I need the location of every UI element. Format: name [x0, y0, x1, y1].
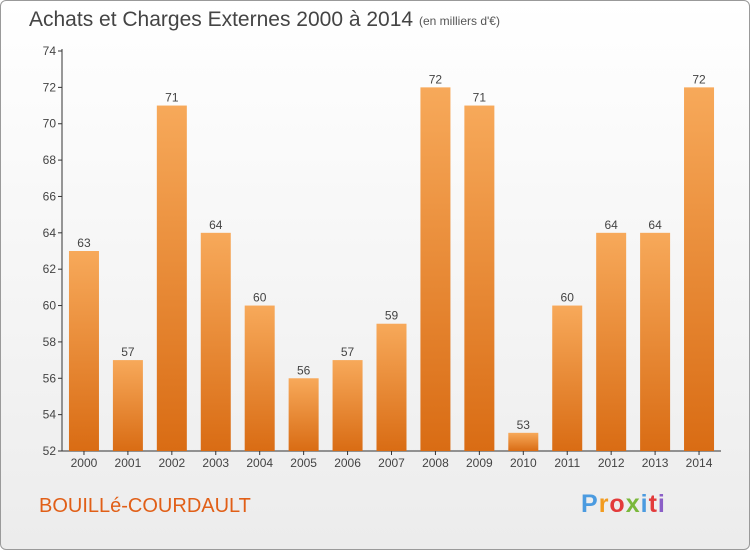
bar: [156, 105, 187, 451]
bar-value-label: 60: [561, 291, 575, 305]
bar-value-label: 71: [165, 91, 179, 105]
bar-value-label: 64: [648, 218, 662, 232]
y-tick-label: 66: [43, 189, 57, 203]
bar: [552, 305, 583, 451]
logo-letter: r: [598, 490, 610, 518]
bar: [200, 232, 231, 451]
bar-value-label: 72: [692, 72, 706, 86]
bar: [420, 87, 451, 451]
y-tick-label: 58: [43, 335, 57, 349]
x-tick-label: 2002: [158, 456, 185, 470]
bar: [112, 360, 143, 451]
x-tick-label: 2009: [466, 456, 493, 470]
x-tick-label: 2014: [686, 456, 713, 470]
logo-letter: P: [581, 490, 599, 518]
bar: [332, 360, 363, 451]
bar-value-label: 57: [341, 345, 355, 359]
y-tick-label: 74: [43, 44, 57, 58]
bar: [244, 305, 275, 451]
bar-value-label: 60: [253, 291, 267, 305]
chart-bars: [68, 87, 715, 451]
y-tick-label: 56: [43, 371, 57, 385]
logo-letter: i: [640, 490, 649, 518]
bar: [596, 232, 627, 451]
x-tick-label: 2011: [554, 456, 580, 470]
bar: [640, 232, 671, 451]
x-tick-label: 2006: [334, 456, 361, 470]
bar: [68, 251, 99, 451]
proxiti-logo[interactable]: Proxiti: [581, 490, 666, 519]
logo-letter: i: [657, 490, 666, 518]
y-tick-label: 64: [43, 226, 57, 240]
x-tick-label: 2008: [422, 456, 449, 470]
y-tick-label: 52: [43, 444, 57, 458]
chart-unit: (en milliers d'€): [419, 14, 500, 28]
bar-value-label: 63: [77, 236, 91, 250]
chart-labels: 2000 63 2001 57 2002 71 2003 64 2004 60 2005 56 2006…: [71, 72, 713, 470]
logo-letter: o: [609, 490, 626, 518]
y-tick-label: 60: [43, 299, 57, 313]
bar: [464, 105, 495, 451]
x-tick-label: 2000: [71, 456, 98, 470]
logo-letter: x: [625, 490, 641, 518]
bar-value-label: 71: [473, 91, 487, 105]
bar-value-label: 64: [604, 218, 618, 232]
chart-title: Achats et Charges Externes 2000 à 2014: [29, 8, 414, 31]
y-tick-label: 72: [43, 80, 57, 94]
x-tick-label: 2013: [642, 456, 669, 470]
y-tick-label: 70: [43, 117, 57, 131]
commune-name: BOUILLé-COURDAULT: [39, 495, 251, 517]
x-tick-label: 2010: [510, 456, 537, 470]
bar-value-label: 64: [209, 218, 223, 232]
bar: [508, 432, 539, 451]
bar-value-label: 72: [429, 72, 443, 86]
y-tick-label: 68: [43, 153, 57, 167]
bar-value-label: 53: [517, 418, 531, 432]
y-tick-label: 54: [43, 408, 57, 422]
logo-letter: t: [648, 490, 658, 518]
x-tick-label: 2003: [202, 456, 229, 470]
x-tick-label: 2001: [115, 456, 142, 470]
bar: [684, 87, 715, 451]
x-tick-label: 2005: [290, 456, 317, 470]
x-tick-label: 2012: [598, 456, 625, 470]
y-tick-label: 62: [43, 262, 57, 276]
bar-value-label: 56: [297, 363, 311, 377]
x-tick-label: 2007: [378, 456, 405, 470]
bar: [376, 323, 407, 451]
bar-value-label: 57: [121, 345, 135, 359]
bar: [288, 378, 319, 451]
bar-value-label: 59: [385, 309, 399, 323]
x-tick-label: 2004: [246, 456, 273, 470]
